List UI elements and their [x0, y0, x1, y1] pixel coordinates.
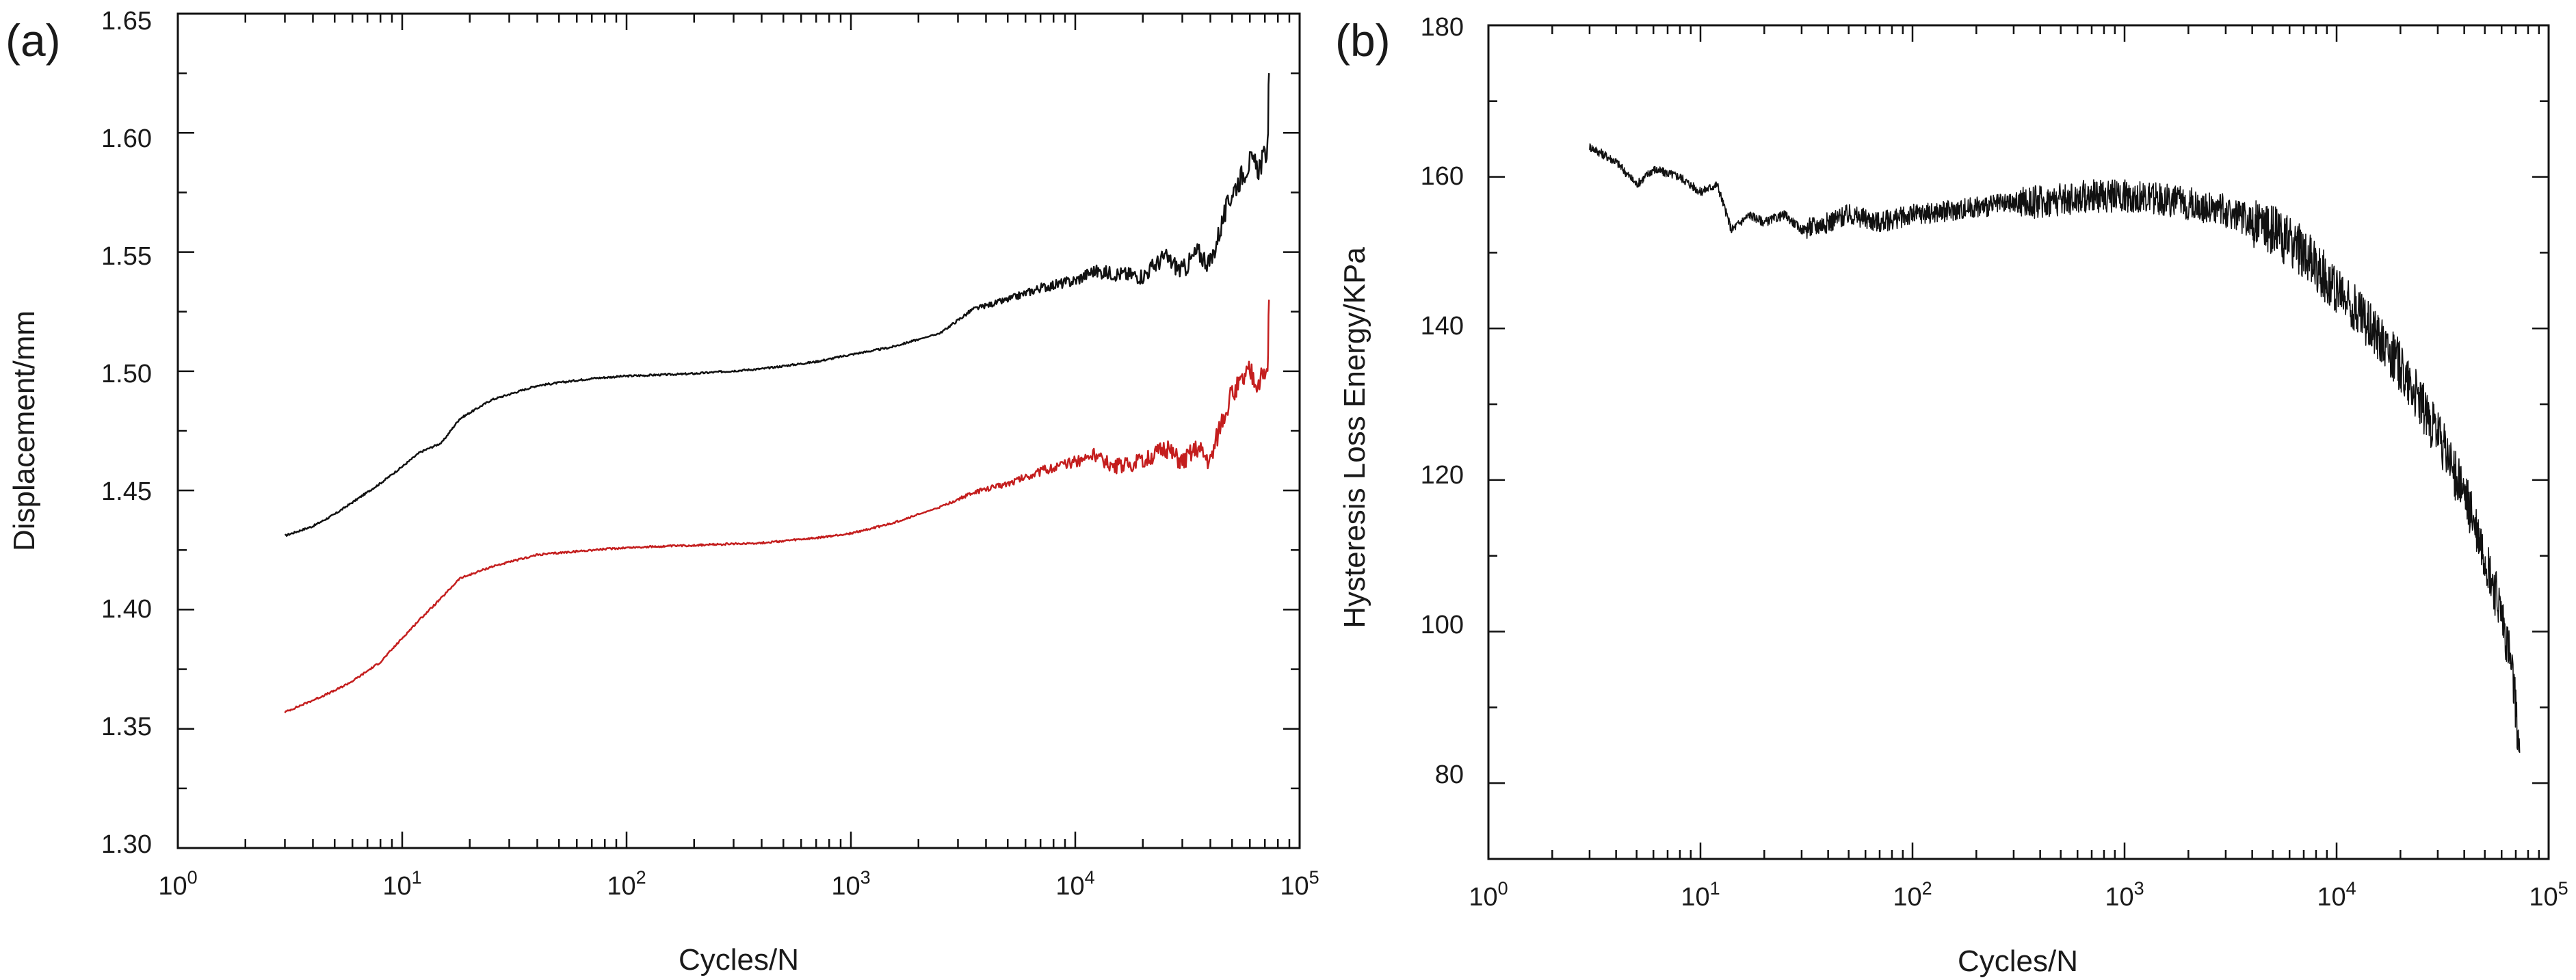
panel-a-x-tick-labels: 100 101 102 103 104 105 — [158, 867, 1319, 901]
y-tick-label: 160 — [1421, 162, 1464, 191]
x-tick-label: 104 — [2317, 878, 2356, 912]
y-tick-label: 1.45 — [101, 477, 152, 506]
series-line-lower — [284, 300, 1270, 713]
x-tick-label: 105 — [1280, 867, 1319, 901]
y-tick-label: 180 — [1421, 13, 1464, 42]
x-tick-label: 103 — [2105, 878, 2144, 912]
x-tick-label: 101 — [1681, 878, 1720, 912]
panel-b-y-tick-labels: 80 100 120 140 160 180 — [1421, 13, 1464, 789]
y-tick-label: 1.65 — [101, 7, 152, 36]
panel-a-x-axis-title: Cycles/N — [679, 943, 799, 977]
x-tick-label: 100 — [158, 867, 197, 901]
series-line-upper — [285, 73, 1270, 537]
x-tick-label: 102 — [1893, 878, 1932, 912]
y-tick-label: 1.50 — [101, 360, 152, 388]
x-tick-label: 105 — [2529, 878, 2568, 912]
y-tick-label: 80 — [1435, 760, 1464, 789]
plot-frame — [1487, 24, 2550, 860]
y-tick-label: 120 — [1421, 461, 1464, 490]
x-tick-label: 103 — [831, 867, 870, 901]
panel-a-y-axis-title: Displacement/mm — [8, 310, 41, 551]
x-tick-label: 101 — [382, 867, 421, 901]
panel-b-x-tick-labels: 100 101 102 103 104 105 — [1469, 878, 2568, 912]
y-tick-label: 1.35 — [101, 713, 152, 741]
y-tick-label: 140 — [1421, 312, 1464, 341]
y-tick-label: 1.30 — [101, 830, 152, 859]
x-tick-label: 100 — [1469, 878, 1508, 912]
panel-b-label: (b) — [1335, 15, 1391, 66]
y-tick-label: 1.40 — [101, 595, 152, 624]
x-tick-label: 102 — [607, 867, 646, 901]
panel-a-y-tick-labels: 1.30 1.35 1.40 1.45 1.50 1.55 1.60 1.65 — [101, 7, 152, 859]
y-tick-label: 100 — [1421, 611, 1464, 639]
y-tick-label: 1.55 — [101, 242, 152, 271]
panel-b-y-axis-title: Hysteresis Loss Energy/KPa — [1338, 247, 1371, 628]
panel-a-label: (a) — [5, 15, 61, 66]
chart-panel-a: (a) 1.30 1.35 1.40 1.45 1.50 1.55 1.60 1… — [5, 7, 1319, 977]
panel-b-x-axis-title: Cycles/N — [1958, 944, 2078, 978]
y-tick-label: 1.60 — [101, 124, 152, 153]
chart-panel-b: (b) 80 100 120 140 160 180 100 101 102 1… — [1335, 13, 2568, 978]
series-line-hysteresis — [1589, 143, 2521, 753]
x-tick-label: 104 — [1055, 867, 1094, 901]
plot-frame — [176, 12, 1301, 849]
